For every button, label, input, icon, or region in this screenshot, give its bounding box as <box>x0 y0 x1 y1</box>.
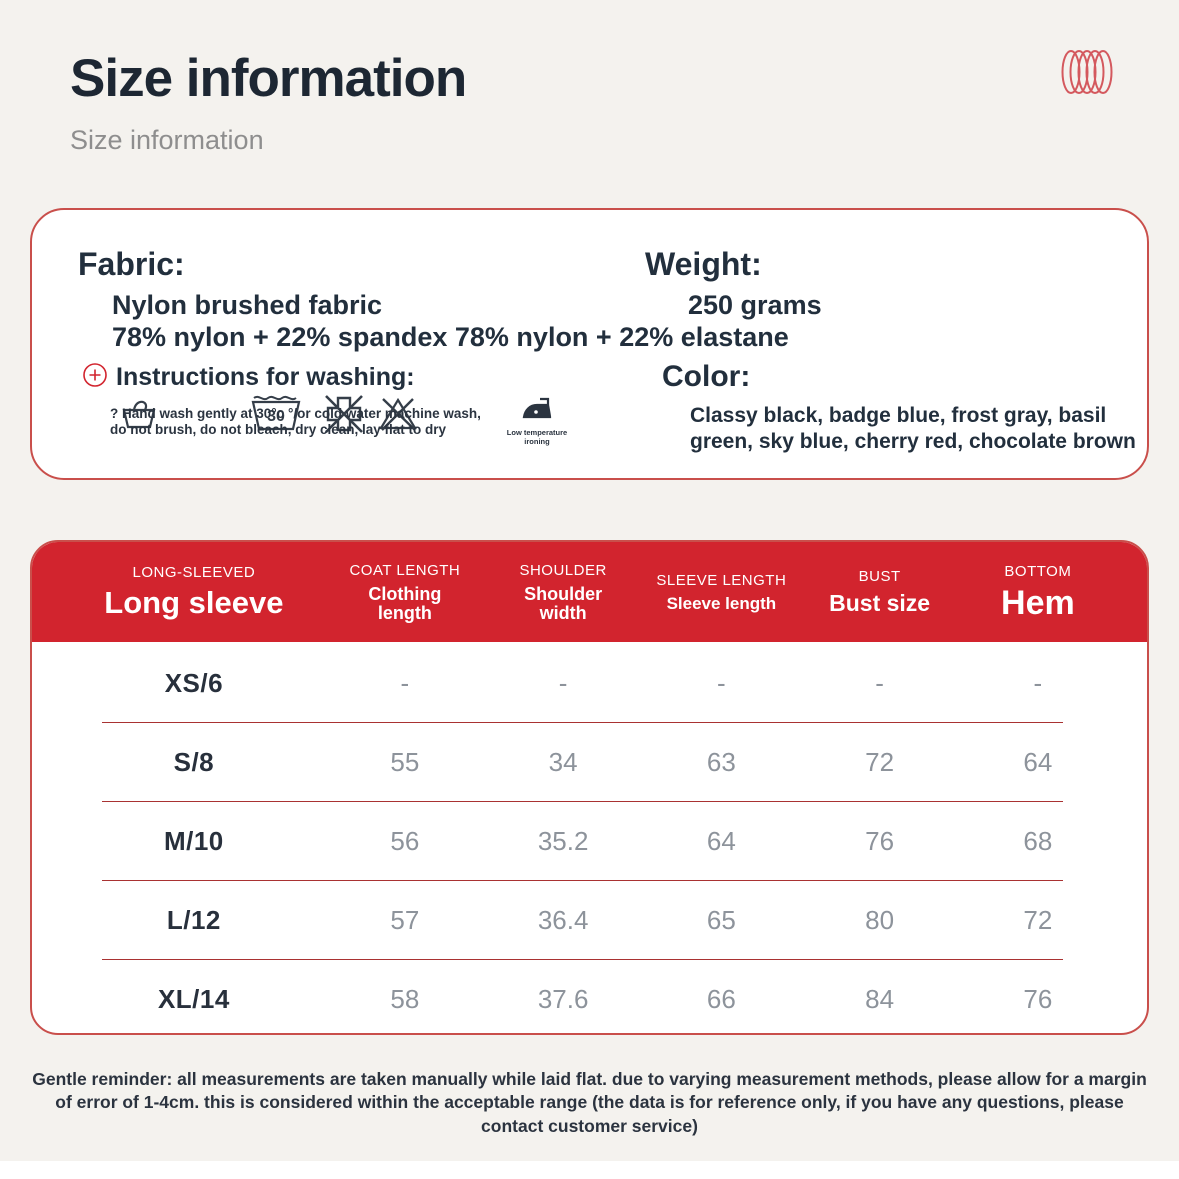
table-row-l12: L/12 57 36.4 65 80 72 <box>32 881 1147 959</box>
cell-value: - <box>400 667 410 698</box>
washing-instructions-heading: Instructions for washing: <box>82 362 415 393</box>
iron-caption-line1: Low temperature <box>506 428 568 437</box>
column-header-top-label: BOTTOM <box>1004 562 1072 580</box>
cell-value: 56 <box>390 825 420 856</box>
cell-value: 72 <box>865 746 895 777</box>
washing-notes: 30 ? Hand wash gently at 30°c °/or cold … <box>110 395 510 438</box>
cell-value: 76 <box>865 825 895 856</box>
washing-note-line1: ? Hand wash gently at 30°c °/or cold wat… <box>110 406 481 421</box>
gentle-reminder-note: Gentle reminder: all measurements are ta… <box>32 1069 1147 1136</box>
column-header-top-label: COAT LENGTH <box>349 561 461 579</box>
cell-value: 63 <box>706 746 736 777</box>
weight-value: 250 grams <box>688 290 822 320</box>
iron-caption-line2: ironing <box>524 437 550 446</box>
weight-label: Weight: <box>645 246 762 282</box>
cell-value: 58 <box>390 983 420 1014</box>
product-info-card: Fabric: Weight: Nylon brushed fabric 250… <box>30 208 1149 480</box>
cell-value: 84 <box>865 983 895 1014</box>
cell-value: 37.6 <box>537 983 589 1014</box>
bottom-white-strip <box>0 1161 1179 1179</box>
washing-note-line2: do not brush, do not bleach, dry clean, … <box>110 421 447 437</box>
size-label: L/12 <box>166 904 221 935</box>
wash-30-number: 30 <box>267 408 285 425</box>
column-header-shoulder-width: SHOULDER Shoulder width <box>484 562 642 623</box>
row-divider <box>102 801 1063 802</box>
table-row-xl14: XL/14 58 37.6 66 84 76 <box>32 960 1147 1033</box>
row-divider <box>102 959 1063 960</box>
page-header: Size information Size information <box>70 48 467 156</box>
do-not-tumble-icon <box>322 394 366 438</box>
color-label: Color: <box>662 360 751 393</box>
table-row-s8: S/8 55 34 63 72 64 <box>32 723 1147 801</box>
page-title: Size information <box>70 49 467 108</box>
cell-value: 76 <box>1023 983 1053 1014</box>
column-header-top-label: SLEEVE LENGTH <box>656 571 787 589</box>
cell-value: 35.2 <box>537 825 589 856</box>
cell-value: 68 <box>1023 825 1053 856</box>
column-header-hem: BOTTOM Hem <box>959 562 1117 623</box>
plus-circle-icon <box>82 362 108 393</box>
cell-value: - <box>1033 667 1043 698</box>
cell-value: 36.4 <box>537 904 589 935</box>
cell-value: - <box>717 667 726 698</box>
cell-value: 65 <box>706 904 736 935</box>
column-header-top-label: LONG-SLEEVED <box>132 564 256 582</box>
wash-30-icon: 30 <box>250 392 302 436</box>
size-table-header: LONG-SLEEVED Long sleeve COAT LENGTH Clo… <box>32 542 1147 642</box>
column-header-main-label: Long sleeve <box>104 585 284 621</box>
column-header-main-label: Shoulder width <box>524 583 603 623</box>
size-label: M/10 <box>163 825 224 856</box>
size-label: XS/6 <box>164 667 224 698</box>
column-header-main-label: Bust size <box>829 590 931 617</box>
column-header-main-label: Sleeve length <box>666 593 777 613</box>
cell-value: 66 <box>706 983 736 1014</box>
page-subtitle: Size information <box>70 125 264 155</box>
size-table-card: LONG-SLEEVED Long sleeve COAT LENGTH Clo… <box>30 540 1149 1035</box>
column-header-clothing-length: COAT LENGTH Clothing length <box>326 562 484 623</box>
cell-value: 55 <box>390 746 420 777</box>
iron-instruction: Low temperature ironing <box>502 397 572 446</box>
cell-value: 57 <box>390 904 420 935</box>
column-header-main-label: Clothing length <box>368 583 442 623</box>
fabric-name: Nylon brushed fabric <box>112 290 383 320</box>
row-divider <box>102 722 1063 723</box>
column-header-top-label: BUST <box>858 568 901 586</box>
table-row-xs6: XS/6 - - - - - <box>32 644 1147 722</box>
color-value: Classy black, badge blue, frost gray, ba… <box>690 404 1136 454</box>
cell-value: 64 <box>706 825 736 856</box>
cell-value: - <box>558 667 568 698</box>
column-header-long-sleeve: LONG-SLEEVED Long sleeve <box>62 562 326 623</box>
do-not-bleach-icon <box>378 396 418 436</box>
coil-spring-icon <box>1059 46 1115 103</box>
cell-value: 72 <box>1023 904 1053 935</box>
column-header-top-label: SHOULDER <box>519 561 607 579</box>
column-header-sleeve-length: SLEEVE LENGTH Sleeve length <box>642 562 800 623</box>
table-row-m10: M/10 56 35.2 64 76 68 <box>32 802 1147 880</box>
cell-value: 34 <box>548 746 578 777</box>
cell-value: 64 <box>1023 746 1053 777</box>
hand-wash-icon <box>120 398 158 434</box>
fabric-composition: 78% nylon + 22% spandex 78% nylon + 22% … <box>112 322 789 352</box>
cell-value: - <box>875 667 884 698</box>
size-label: XL/14 <box>157 983 230 1014</box>
size-label: S/8 <box>173 746 215 777</box>
cell-value: 80 <box>865 904 895 935</box>
low-temperature-iron-icon <box>521 397 553 427</box>
size-table-body: XS/6 - - - - - S/8 55 34 63 72 64 M/10 5… <box>32 642 1147 1033</box>
row-divider <box>102 880 1063 881</box>
column-header-main-label: Hem <box>1001 583 1075 622</box>
column-header-bust-size: BUST Bust size <box>801 562 959 623</box>
washing-instructions-label: Instructions for washing: <box>116 363 415 391</box>
fabric-label: Fabric: <box>78 246 185 282</box>
